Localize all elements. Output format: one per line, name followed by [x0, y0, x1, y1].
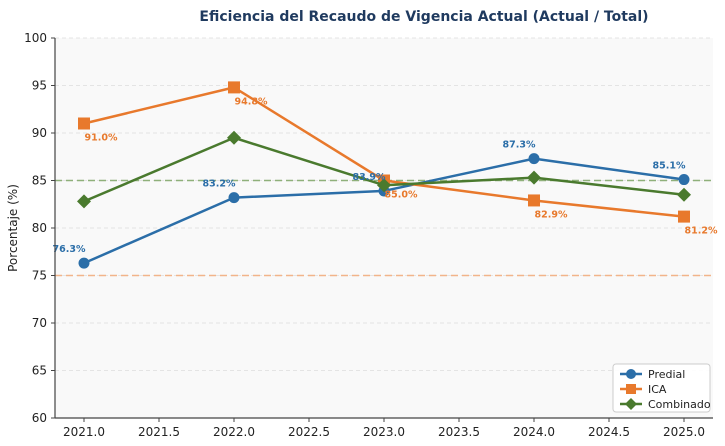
x-tick-label: 2025.0 [663, 425, 705, 439]
y-tick-label: 100 [24, 31, 47, 45]
x-ticks: 2021.0 2021.5 2022.0 2022.5 2023.0 2023.5 2024… [63, 418, 705, 439]
x-tick-label: 2022.0 [213, 425, 255, 439]
legend-marker-ica-icon [626, 384, 636, 394]
point-predial [228, 192, 240, 204]
legend-label-combinado: Combinado [648, 398, 711, 411]
y-tick-label: 75 [32, 269, 47, 283]
y-tick-label: 65 [32, 364, 47, 378]
y-tick-label: 60 [32, 411, 47, 425]
data-label-predial: 83.2% [203, 179, 236, 190]
data-label-ica: 85.0% [385, 190, 418, 201]
x-tick-label: 2023.0 [363, 425, 405, 439]
y-tick-label: 70 [32, 316, 47, 330]
chart-title: Eficiencia del Recaudo de Vigencia Actua… [199, 9, 648, 25]
point-ica [228, 81, 240, 94]
point-predial [528, 153, 540, 165]
x-tick-label: 2023.5 [438, 425, 480, 439]
point-predial [78, 257, 90, 269]
point-ica [528, 194, 540, 207]
x-tick-label: 2022.5 [288, 425, 330, 439]
x-tick-label: 2021.0 [63, 425, 105, 439]
data-label-predial: 87.3% [503, 140, 536, 151]
y-axis-label: Porcentaje (%) [6, 184, 20, 272]
point-combinado [77, 194, 91, 209]
y-tick-label: 90 [32, 126, 47, 140]
data-label-ica: 81.2% [685, 226, 718, 237]
y-tick-label: 95 [32, 79, 47, 93]
legend-marker-combinado-icon [625, 398, 637, 410]
data-labels: 76.3% 83.2% 83.9% 87.3% 85.1% 91.0% 94.8% 85.0%… [53, 96, 718, 255]
point-combinado [677, 187, 691, 202]
point-combinado [527, 170, 541, 185]
legend: Predial ICA Combinado [612, 363, 711, 413]
point-combinado [377, 178, 391, 193]
point-ica [678, 210, 690, 223]
point-predial [678, 174, 690, 186]
data-label-predial: 83.9% [353, 172, 386, 183]
data-label-predial: 85.1% [653, 161, 686, 172]
legend-label-predial: Predial [648, 368, 685, 381]
point-ica [78, 117, 90, 130]
x-tick-label: 2024.5 [588, 425, 630, 439]
legend-label-ica: ICA [648, 383, 667, 396]
y-ticks: 60 65 70 75 80 85 90 95 100 [24, 31, 55, 425]
y-tick-label: 80 [32, 221, 47, 235]
series-group [77, 81, 691, 269]
x-tick-label: 2024.0 [513, 425, 555, 439]
x-tick-label: 2021.5 [138, 425, 180, 439]
legend-marker-predial-icon [626, 369, 636, 379]
legend-box [612, 363, 711, 413]
series-combinado [77, 130, 691, 209]
data-label-ica: 91.0% [85, 133, 118, 144]
data-label-ica: 82.9% [535, 209, 568, 220]
data-label-predial: 76.3% [53, 244, 86, 255]
y-tick-label: 85 [32, 174, 47, 188]
data-label-ica: 94.8% [235, 96, 268, 107]
point-combinado [227, 130, 241, 145]
